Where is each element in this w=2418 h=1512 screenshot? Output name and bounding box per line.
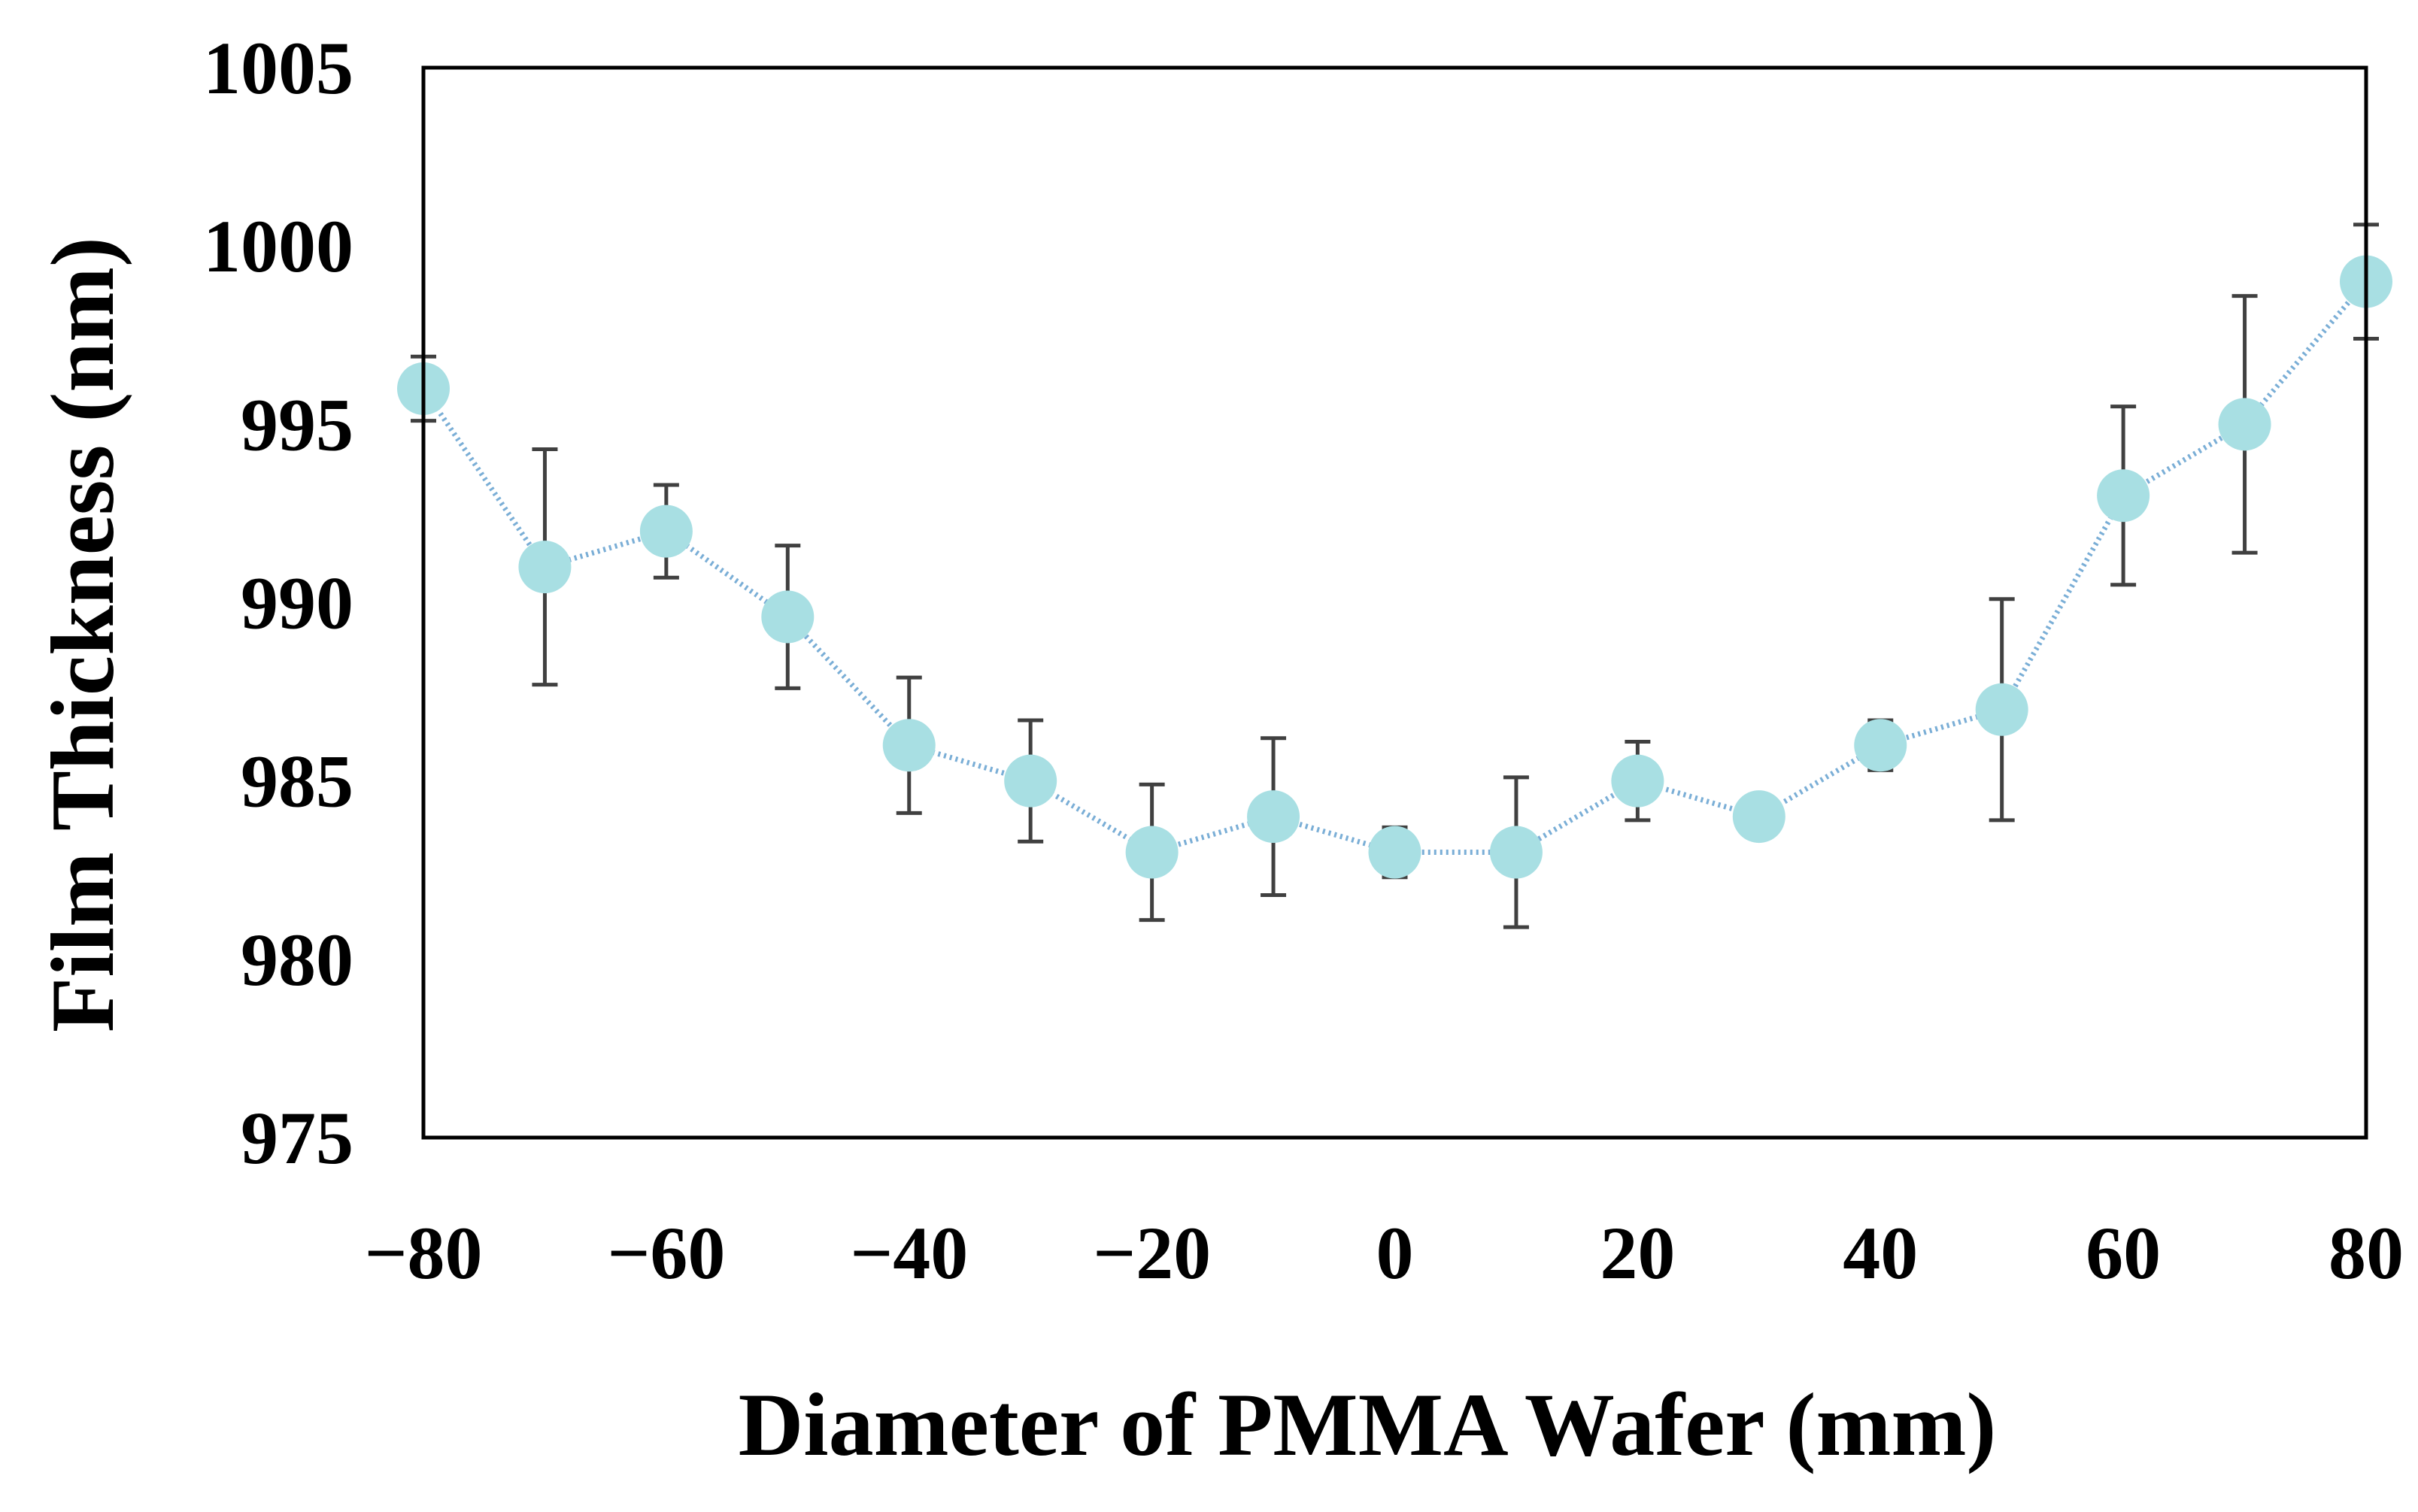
series-line [421,280,2368,856]
x-tick-label: −40 [850,1211,968,1295]
data-point [1732,790,1785,844]
data-point [2097,469,2150,523]
y-tick-label: 980 [241,918,353,1001]
x-tick-label: −60 [607,1211,725,1295]
y-tick-label: 990 [241,562,353,645]
y-tick-label: 975 [241,1096,353,1180]
data-markers [397,255,2392,879]
data-point [1854,719,1907,772]
data-point [882,719,936,772]
y-tick-label: 1000 [203,205,353,288]
x-axis-ticks: −80 −60 −40 −20 0 20 40 60 80 [365,1211,2404,1295]
data-point [1611,754,1664,808]
plot-area-frame [421,65,2368,1140]
y-tick-label: 995 [241,383,353,466]
data-point [2218,398,2271,451]
data-point [1125,826,1179,879]
y-tick-label: 985 [241,740,353,823]
series-line-path [421,280,2368,856]
data-point [1975,683,2028,736]
error-bars [411,223,2379,929]
y-axis-ticks: 975 980 985 990 995 1000 1005 [203,26,353,1180]
data-point [1247,790,1300,844]
data-point [1004,754,1057,808]
data-point [761,590,815,644]
data-point [518,541,572,594]
data-point [1368,826,1421,879]
y-axis-title: Film Thickness (nm) [32,237,132,1032]
x-tick-label: 80 [2329,1211,2404,1295]
x-tick-label: 60 [2086,1211,2161,1295]
data-point [1489,826,1543,879]
x-tick-label: 20 [1600,1211,1675,1295]
x-axis-title: Diameter of PMMA Wafer (mm) [739,1374,1997,1474]
x-tick-label: 0 [1376,1211,1414,1295]
data-point [639,505,693,558]
x-tick-label: −20 [1093,1211,1211,1295]
y-tick-label: 1005 [203,26,353,110]
x-tick-label: 40 [1843,1211,1918,1295]
x-tick-label: −80 [365,1211,483,1295]
